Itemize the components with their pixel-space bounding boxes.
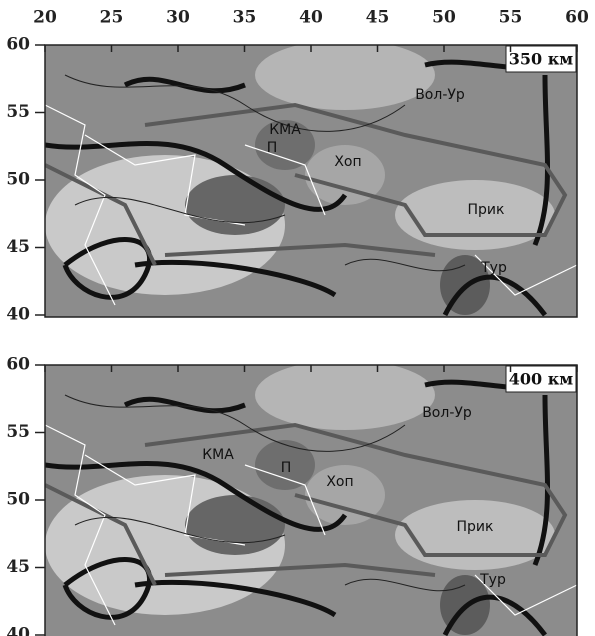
- x-tick-label: 50: [432, 8, 456, 28]
- x-tick-label: 40: [299, 8, 323, 28]
- x-tick-label: 60: [565, 8, 589, 28]
- x-tick-label: 45: [366, 8, 390, 28]
- region-label: Хоп: [334, 154, 361, 170]
- panel-label: 350 км: [509, 50, 574, 69]
- region-label: КМА: [269, 122, 301, 138]
- y-tick-label: 50: [6, 490, 30, 510]
- y-tick-label: 55: [6, 422, 30, 442]
- region-label: Прик: [457, 519, 494, 535]
- y-tick-label: 40: [6, 625, 30, 636]
- region-label: Вол-Ур: [415, 87, 465, 103]
- map-figure: 350 км Вол-Ур КМА П Хоп Прик Тур 400 км …: [0, 0, 595, 636]
- region-label: Вол-Ур: [422, 405, 472, 421]
- x-tick-label: 25: [100, 8, 124, 28]
- region-label: П: [267, 140, 278, 156]
- region-label: П: [281, 460, 292, 476]
- panel-label: 400 км: [509, 370, 574, 389]
- x-tick-label: 30: [166, 8, 190, 28]
- region-label: Тур: [480, 260, 507, 276]
- y-tick-label: 55: [6, 102, 30, 122]
- y-tick-label: 45: [6, 237, 30, 257]
- region-label: КМА: [202, 447, 234, 463]
- region-label: Тур: [479, 572, 506, 588]
- y-tick-label: 60: [6, 35, 30, 55]
- figure: 350 км Вол-Ур КМА П Хоп Прик Тур 400 км …: [0, 0, 595, 636]
- x-tick-label: 55: [499, 8, 523, 28]
- y-tick-label: 40: [6, 305, 30, 325]
- region-label: Хоп: [326, 474, 353, 490]
- y-tick-label: 60: [6, 355, 30, 375]
- x-tick-label: 20: [33, 8, 57, 28]
- y-tick-label: 50: [6, 170, 30, 190]
- x-tick-label: 35: [233, 8, 257, 28]
- region-label: Прик: [468, 202, 505, 218]
- y-tick-label: 45: [6, 557, 30, 577]
